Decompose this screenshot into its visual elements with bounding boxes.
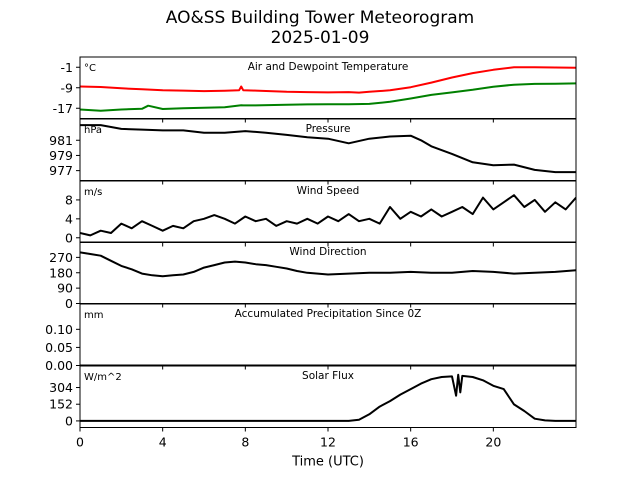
chart-subtitle: 2025-01-09 <box>270 28 370 48</box>
y-tick-label: 979 <box>49 148 73 163</box>
panel-title: Pressure <box>306 123 351 135</box>
y-tick-label: 304 <box>49 380 73 395</box>
panel-title: Air and Dewpoint Temperature <box>248 61 409 73</box>
y-tick-label: -1 <box>61 60 73 75</box>
panel-frame <box>79 365 577 428</box>
x-tick-label: 0 <box>76 435 84 450</box>
panel-unit-label: m/s <box>84 187 102 198</box>
panel-unit-label: hPa <box>84 125 102 136</box>
y-tick-label: 4 <box>65 211 73 226</box>
y-tick-label: 152 <box>49 397 73 412</box>
y-tick-label: 977 <box>49 163 73 178</box>
series-line-1 <box>80 251 576 278</box>
x-tick-label: 12 <box>320 435 336 450</box>
x-axis-label: Time (UTC) <box>291 455 364 470</box>
y-tick-label: 0 <box>65 230 73 245</box>
y-tick-label: 0 <box>65 296 73 311</box>
panel-unit-label: W/m^2 <box>84 372 122 383</box>
x-tick-label: 8 <box>241 435 249 450</box>
chart-title: AO&SS Building Tower Meteorogram <box>165 8 475 28</box>
panel-unit-label: °C <box>84 63 96 74</box>
panel-3: 8 4 0 m/s Wind Speed <box>65 180 577 247</box>
y-tick-label: 0.05 <box>45 340 73 355</box>
y-tick-label: 0.10 <box>45 322 73 337</box>
y-tick-label: 270 <box>49 250 73 265</box>
panel-title: Solar Flux <box>302 370 354 382</box>
figure-title: AO&SS Building Tower Meteorogram 2025-01… <box>0 8 640 48</box>
x-tick-label: 20 <box>485 435 501 450</box>
panel-5: 0.10 0.05 0.00 mm Accumulated Precipitation … <box>45 303 577 373</box>
y-tick-label: 0.00 <box>45 358 73 373</box>
y-tick-label: 90 <box>57 281 73 296</box>
y-tick-label: -17 <box>53 101 73 116</box>
panel-title: Wind Speed <box>297 185 360 197</box>
series-line-1 <box>80 124 576 174</box>
y-tick-label: 8 <box>65 192 73 207</box>
y-tick-label: -9 <box>61 80 74 95</box>
series-line-2 <box>80 82 576 112</box>
series-line-1 <box>80 66 576 94</box>
y-tick-label: 180 <box>49 265 73 280</box>
series-line-1 <box>80 194 576 237</box>
panel-title: Wind Direction <box>289 246 366 258</box>
series-line-1 <box>80 373 576 422</box>
x-tick-label: 4 <box>159 435 167 450</box>
y-tick-label: 0 <box>65 413 73 428</box>
y-tick-label: 981 <box>49 133 73 148</box>
panel-unit-label: mm <box>84 310 103 321</box>
panel-1: -1 -9 -17 °C Air and Dewpoint Temperature <box>53 56 577 123</box>
panel-title: Accumulated Precipitation Since 0Z <box>235 308 422 320</box>
x-tick-label: 16 <box>403 435 419 450</box>
